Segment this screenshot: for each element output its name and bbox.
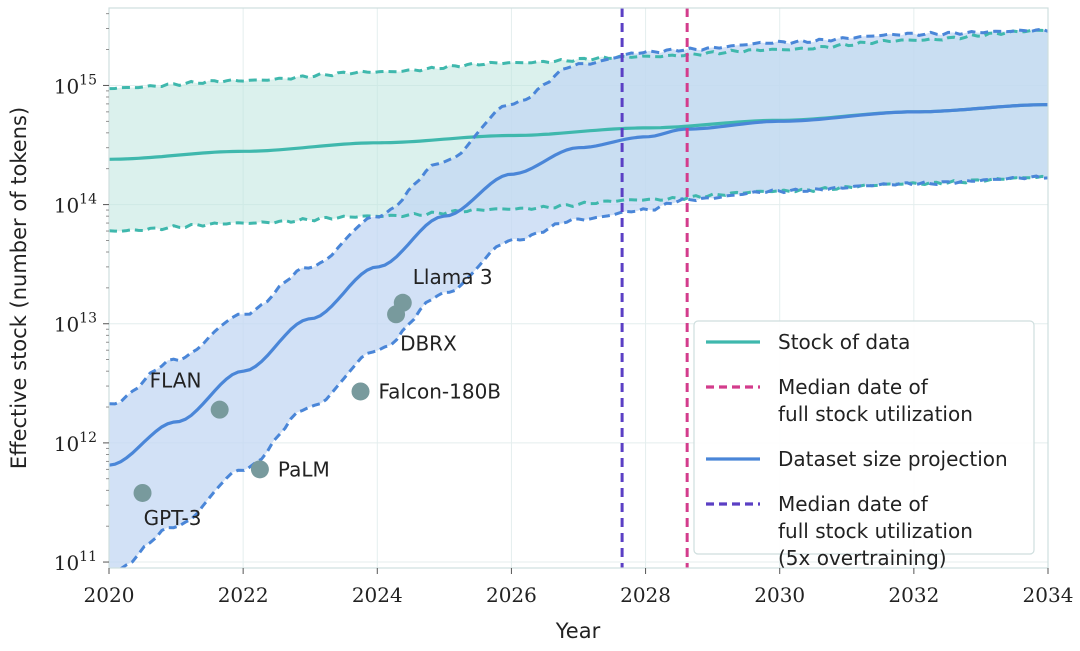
model-label: GPT-3 [144, 506, 202, 530]
upper-bound-line [109, 27, 1048, 406]
x-tick-label: 2030 [754, 583, 805, 607]
legend-label: (5x overtraining) [778, 546, 947, 570]
watermark: 掘金技术社区 @ 机器之心 [837, 610, 1058, 632]
lower-bound-line [109, 174, 1048, 233]
model-marker [210, 400, 229, 419]
legend-label: Median date of [778, 492, 929, 516]
series-lines [109, 27, 1048, 568]
x-tick-label: 2032 [888, 583, 939, 607]
legend-label: full stock utilization [778, 519, 973, 543]
x-tick-label: 2022 [218, 583, 269, 607]
legend-label: Median date of [778, 375, 929, 399]
x-tick-label: 2026 [486, 583, 537, 607]
model-markers: GPT-3 FLAN PaLM Falcon-180B DBRX Llama 3 [133, 265, 502, 530]
x-tick-label: 2028 [620, 583, 671, 607]
model-label: PaLM [278, 457, 330, 481]
median-date-lines [620, 8, 689, 568]
legend: Stock of data Median date of full stock ut… [693, 320, 1035, 570]
x-tick-label: 2020 [84, 583, 135, 607]
model-label: DBRX [400, 331, 457, 355]
x-tick-label: 2024 [352, 583, 403, 607]
lower-bound-line [119, 174, 1048, 568]
y-tick-label: 1014 [54, 192, 97, 218]
legend-box [693, 320, 1035, 555]
model-label: Llama 3 [413, 265, 493, 289]
median-line [109, 103, 1048, 467]
x-tick-label: 2034 [1023, 583, 1074, 607]
y-axis-ticks: 1011 1012 1013 1014 1015 [54, 13, 109, 575]
legend-label: full stock utilization [778, 402, 973, 426]
model-marker [351, 382, 370, 401]
model-marker [393, 293, 412, 312]
model-marker [250, 460, 269, 479]
model-label: Falcon-180B [379, 379, 502, 403]
upper-bound-line [109, 28, 1048, 91]
uncertainty-band [109, 29, 1048, 568]
model-label: FLAN [150, 369, 202, 393]
y-tick-label: 1015 [54, 72, 97, 98]
legend-label: Dataset size projection [778, 447, 1008, 471]
y-tick-label: 1011 [54, 549, 97, 575]
y-axis-title: Effective stock (number of tokens) [7, 107, 31, 469]
model-marker [133, 483, 152, 502]
x-axis-title: Year [555, 619, 601, 643]
x-axis-ticks: 2020 2022 2024 2026 2028 2030 2032 2034 [84, 568, 1074, 607]
y-tick-label: 1012 [54, 430, 97, 456]
y-tick-label: 1013 [54, 311, 97, 337]
legend-label: Stock of data [778, 330, 910, 354]
